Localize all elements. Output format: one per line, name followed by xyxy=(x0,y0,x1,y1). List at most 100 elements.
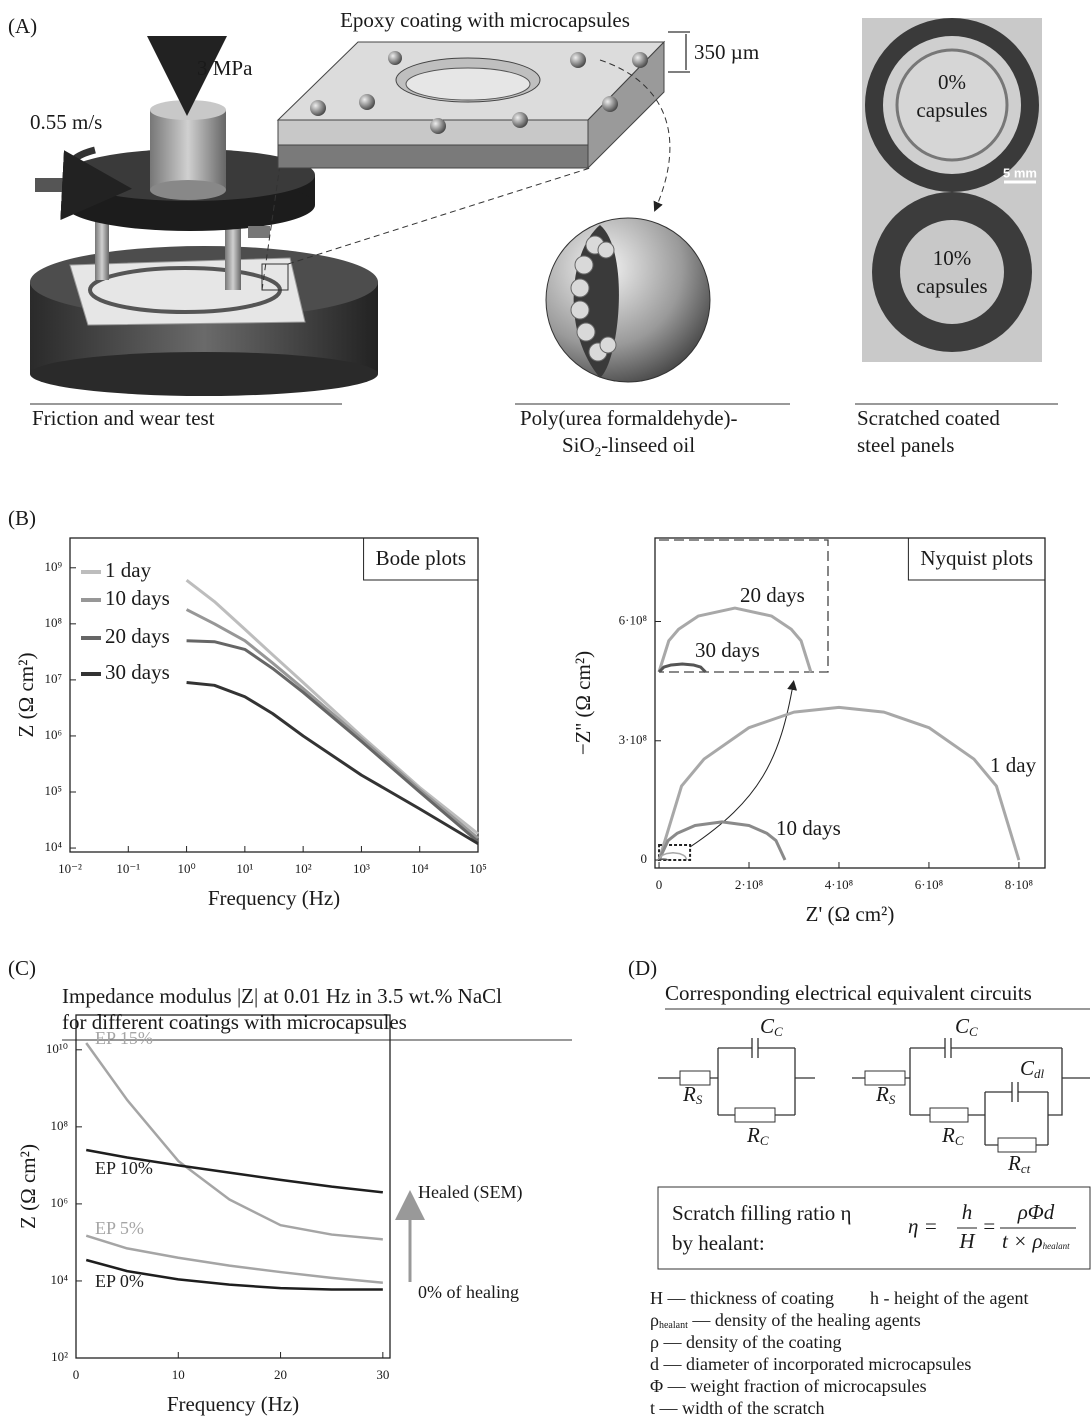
y-tick-label: 10⁸ xyxy=(50,1118,68,1133)
formula: η = h H = ρΦd t × ρhealant xyxy=(908,1200,1076,1253)
definition-part: d — diameter of incorporated microcapsul… xyxy=(650,1354,971,1374)
y-tick-label: 10⁸ xyxy=(44,615,62,630)
x-tick-label: 10³ xyxy=(353,861,370,876)
y-tick-label: 10⁶ xyxy=(44,727,62,742)
caption: Friction and wear test xyxy=(32,406,215,430)
annotation: 0% of healing xyxy=(418,1282,519,1302)
plot-frame xyxy=(76,1015,390,1358)
definition: d — diameter of incorporated microcapsul… xyxy=(650,1354,971,1374)
circuit-label: RC xyxy=(941,1123,964,1148)
definition: t — width of the scratch xyxy=(650,1398,824,1418)
photo-label: capsules xyxy=(916,274,987,298)
series-line xyxy=(187,682,478,843)
x-tick-label: 10 xyxy=(172,1367,185,1382)
caption: Scratched coated xyxy=(857,406,1000,430)
panel-label: (B) xyxy=(8,506,36,530)
series-line xyxy=(187,580,478,834)
y-tick-label: 6·10⁸ xyxy=(619,612,648,627)
caption: steel panels xyxy=(857,433,954,457)
definition-part: healant xyxy=(659,1320,688,1331)
x-tick-label: 10⁴ xyxy=(411,861,429,876)
x-tick-label: 30 xyxy=(376,1367,389,1382)
circuit-label: RC xyxy=(746,1123,769,1148)
definition: Φ — weight fraction of microcapsules xyxy=(650,1376,927,1396)
circuit-label: RS xyxy=(875,1082,896,1107)
x-axis-label: Z' (Ω cm²) xyxy=(806,902,895,926)
chart-title: Nyquist plots xyxy=(920,546,1033,570)
y-tick-label: 10⁴ xyxy=(50,1272,68,1287)
definition-part: Φ — weight fraction of microcapsules xyxy=(650,1376,927,1396)
x-tick-label: 4·10⁸ xyxy=(825,877,854,892)
microcapsule xyxy=(546,218,710,382)
x-tick-label: 20 xyxy=(274,1367,287,1382)
formula-part: h xyxy=(962,1200,973,1224)
x-tick-label: 2·10⁸ xyxy=(735,877,764,892)
circuit-label: Cdl xyxy=(1020,1056,1045,1081)
coating-title: Epoxy coating with microcapsules xyxy=(340,8,630,32)
formula-part: = xyxy=(982,1214,996,1238)
x-tick-label: 6·10⁸ xyxy=(915,877,944,892)
formula-part: t × ρhealant xyxy=(1002,1229,1070,1253)
x-tick-label: 10⁻² xyxy=(58,861,82,876)
y-axis-label: Z (Ω cm²) xyxy=(16,1144,40,1229)
formula-part: ρΦd xyxy=(1017,1200,1055,1224)
series-line xyxy=(659,822,785,860)
circuit-label: Rct xyxy=(1007,1151,1031,1176)
definition-part: ρ xyxy=(650,1310,659,1330)
series-line xyxy=(86,1043,383,1239)
legend-label: 10 days xyxy=(105,586,170,610)
annotation: Healed (SEM) xyxy=(418,1182,522,1203)
series-line xyxy=(187,641,478,842)
legend-label: 1 day xyxy=(105,558,152,582)
series-label: 10 days xyxy=(776,816,841,840)
definition-part: t — width of the scratch xyxy=(650,1398,824,1418)
y-tick-label: 10⁶ xyxy=(50,1195,68,1210)
series-label: EP 0% xyxy=(95,1271,144,1291)
y-axis-label: Z (Ω cm²) xyxy=(14,653,38,738)
formula-part: η = xyxy=(908,1214,938,1238)
x-tick-label: 8·10⁸ xyxy=(1005,877,1034,892)
scale-label: 5 mm xyxy=(1003,165,1037,180)
circuit-title: Corresponding electrical equivalent circ… xyxy=(665,981,1032,1005)
y-tick-label: 10⁵ xyxy=(44,783,62,798)
y-tick-label: 0 xyxy=(641,851,648,866)
pressure-label: 3 MPa xyxy=(197,56,253,80)
legend-label: 20 days xyxy=(105,624,170,648)
definition: h - height of the agent xyxy=(870,1288,1028,1308)
legend-label: 30 days xyxy=(105,660,170,684)
definition: ρhealant — density of the healing agents xyxy=(650,1310,921,1331)
coating-block xyxy=(278,32,690,210)
series-label: 20 days xyxy=(740,583,805,607)
formula-text: Scratch filling ratio η xyxy=(672,1201,852,1225)
y-tick-label: 10¹⁰ xyxy=(46,1041,68,1056)
plot-frame xyxy=(655,538,1045,868)
x-tick-label: 0 xyxy=(656,877,663,892)
series-label: EP 15% xyxy=(95,1028,153,1048)
chart-title: Bode plots xyxy=(376,546,466,570)
x-tick-label: 10⁰ xyxy=(177,861,195,876)
photo-label: 0% xyxy=(938,70,966,94)
x-tick-label: 10¹ xyxy=(236,861,253,876)
x-axis-label: Frequency (Hz) xyxy=(208,886,340,910)
definition: H — thickness of coating xyxy=(650,1288,834,1308)
panel-label: (C) xyxy=(8,956,36,980)
circuit-label: CC xyxy=(955,1014,978,1039)
x-tick-label: 10⁻¹ xyxy=(116,861,140,876)
photo-label: 10% xyxy=(933,246,972,270)
caption: SiO2-linseed oil xyxy=(562,433,695,459)
series-label: 30 days xyxy=(695,638,760,662)
thickness-label: 350 µm xyxy=(694,40,759,64)
panel-label: (A) xyxy=(8,14,37,38)
inset-series-line xyxy=(659,664,706,672)
y-tick-label: 10⁴ xyxy=(44,839,62,854)
definition-part: ρ — density of the coating xyxy=(650,1332,841,1352)
speed-label: 0.55 m/s xyxy=(30,110,102,134)
caption: Poly(urea formaldehyde)- xyxy=(520,406,738,430)
x-tick-label: 10² xyxy=(295,861,312,876)
formula-part: H xyxy=(958,1229,976,1253)
definition: ρ — density of the coating xyxy=(650,1332,841,1352)
series-label: EP 5% xyxy=(95,1218,144,1238)
definition-part: h - height of the agent xyxy=(870,1288,1028,1308)
circuit-left xyxy=(658,1038,815,1122)
formula-text: by healant: xyxy=(672,1231,765,1255)
